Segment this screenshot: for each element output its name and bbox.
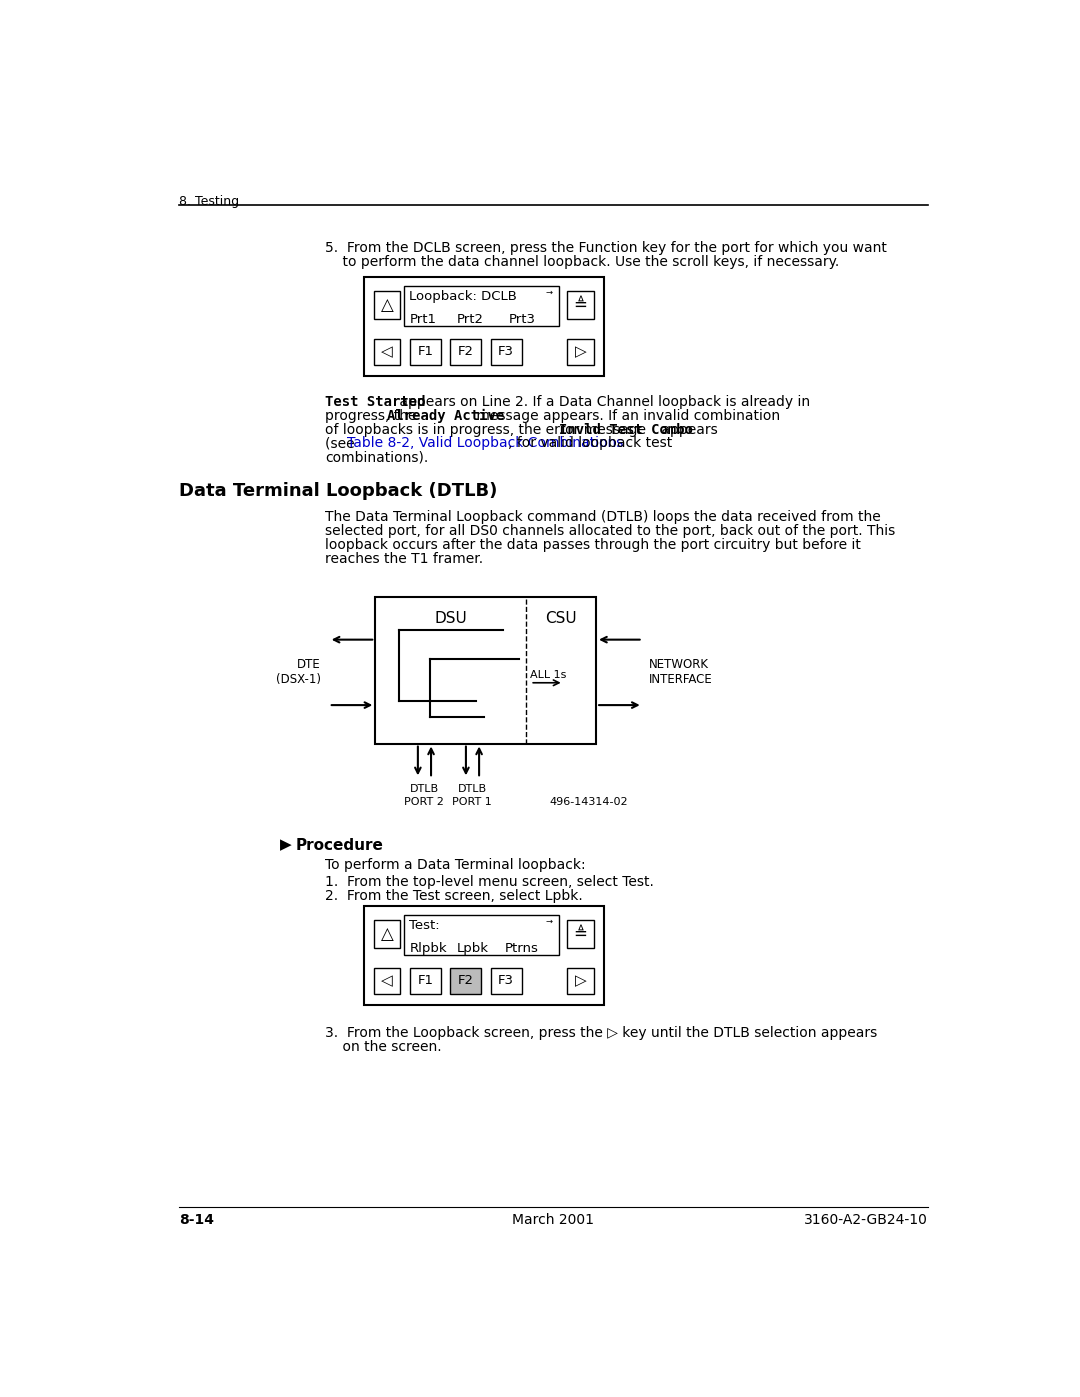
Text: DTLB: DTLB	[409, 784, 438, 795]
Bar	[374, 338, 400, 365]
Text: 2.  From the Test screen, select Lpbk.: 2. From the Test screen, select Lpbk.	[325, 888, 582, 902]
Text: F1: F1	[418, 974, 434, 988]
Bar	[364, 277, 604, 376]
Text: NETWORK
INTERFACE: NETWORK INTERFACE	[649, 658, 713, 686]
Bar	[567, 338, 594, 365]
Text: Procedure: Procedure	[296, 838, 383, 852]
Text: ≜: ≜	[573, 925, 588, 943]
Text: to perform the data channel loopback. Use the scroll keys, if necessary.: to perform the data channel loopback. Us…	[325, 254, 839, 268]
Text: March 2001: March 2001	[513, 1214, 594, 1228]
Bar	[450, 968, 482, 993]
Bar	[490, 968, 522, 993]
Text: ▶: ▶	[280, 838, 292, 852]
Bar	[450, 338, 482, 365]
Text: ALL 1s: ALL 1s	[530, 671, 567, 680]
Text: (see: (see	[325, 436, 359, 450]
Text: Prt3: Prt3	[509, 313, 536, 326]
Text: DSU: DSU	[434, 610, 467, 626]
Text: ▷: ▷	[575, 344, 586, 359]
Bar	[364, 907, 604, 1004]
Text: , for valid loopback test: , for valid loopback test	[508, 436, 672, 450]
Text: ◁: ◁	[381, 344, 393, 359]
Bar	[567, 968, 594, 993]
Text: Table 8-2, Valid Loopback Combinations: Table 8-2, Valid Loopback Combinations	[347, 436, 623, 450]
Text: 496-14314-02: 496-14314-02	[550, 796, 629, 806]
Bar	[567, 921, 594, 947]
Text: →: →	[545, 916, 553, 926]
Text: DTLB: DTLB	[458, 784, 487, 795]
Text: F1: F1	[418, 345, 434, 358]
Text: 3.  From the Loopback screen, press the ▷ key until the DTLB selection appears: 3. From the Loopback screen, press the ▷…	[325, 1027, 877, 1041]
Text: PORT 1: PORT 1	[453, 796, 492, 806]
Bar	[410, 338, 441, 365]
Text: 5.  From the DCLB screen, press the Function key for the port for which you want: 5. From the DCLB screen, press the Funct…	[325, 240, 887, 254]
Text: message appears. If an invalid combination: message appears. If an invalid combinati…	[472, 409, 780, 423]
Bar	[567, 291, 594, 319]
Bar	[375, 598, 596, 743]
Text: F3: F3	[498, 974, 514, 988]
Bar	[374, 291, 400, 319]
Text: To perform a Data Terminal loopback:: To perform a Data Terminal loopback:	[325, 858, 585, 872]
Text: F3: F3	[498, 345, 514, 358]
Text: 3160-A2-GB24-10: 3160-A2-GB24-10	[804, 1214, 928, 1228]
Text: ◁: ◁	[381, 974, 393, 988]
Text: appears: appears	[658, 422, 718, 436]
Text: ▷: ▷	[575, 974, 586, 988]
Text: CSU: CSU	[545, 610, 577, 626]
Text: of loopbacks is in progress, the error message: of loopbacks is in progress, the error m…	[325, 422, 650, 436]
Text: PORT 2: PORT 2	[404, 796, 444, 806]
Text: reaches the T1 framer.: reaches the T1 framer.	[325, 552, 483, 566]
Text: →: →	[545, 288, 553, 296]
Text: Already Active: Already Active	[387, 409, 504, 423]
Text: appears on Line 2. If a Data Channel loopback is already in: appears on Line 2. If a Data Channel loo…	[394, 395, 810, 409]
Text: ≜: ≜	[573, 296, 588, 314]
Text: Data Terminal Loopback (DTLB): Data Terminal Loopback (DTLB)	[179, 482, 498, 500]
Text: △: △	[380, 925, 393, 943]
Text: 1.  From the top-level menu screen, select Test.: 1. From the top-level menu screen, selec…	[325, 875, 653, 888]
Bar	[404, 286, 559, 327]
Text: selected port, for all DS0 channels allocated to the port, back out of the port.: selected port, for all DS0 channels allo…	[325, 524, 895, 538]
Text: Prt1: Prt1	[410, 313, 437, 326]
Bar	[404, 915, 559, 956]
Text: △: △	[380, 296, 393, 314]
Text: Ptrns: Ptrns	[504, 942, 539, 956]
Text: Test Started: Test Started	[325, 395, 426, 409]
Text: Test:: Test:	[408, 919, 440, 932]
Text: Rlpbk: Rlpbk	[410, 942, 448, 956]
Text: loopback occurs after the data passes through the port circuitry but before it: loopback occurs after the data passes th…	[325, 538, 861, 552]
Text: Invld Test Combo: Invld Test Combo	[559, 422, 693, 436]
Text: progress, the: progress, the	[325, 409, 421, 423]
Text: The Data Terminal Loopback command (DTLB) loops the data received from the: The Data Terminal Loopback command (DTLB…	[325, 510, 880, 524]
Bar	[374, 968, 400, 993]
Text: 8. Testing: 8. Testing	[179, 194, 240, 208]
Text: F2: F2	[458, 974, 474, 988]
Bar	[410, 968, 441, 993]
Text: 8-14: 8-14	[179, 1214, 214, 1228]
Text: DTE
(DSX-1): DTE (DSX-1)	[276, 658, 321, 686]
Text: combinations).: combinations).	[325, 450, 428, 464]
Text: Lpbk: Lpbk	[457, 942, 488, 956]
Bar	[374, 921, 400, 947]
Text: Prt2: Prt2	[457, 313, 484, 326]
Text: on the screen.: on the screen.	[325, 1039, 442, 1055]
Bar	[490, 338, 522, 365]
Text: F2: F2	[458, 345, 474, 358]
Text: Loopback: DCLB: Loopback: DCLB	[408, 291, 516, 303]
